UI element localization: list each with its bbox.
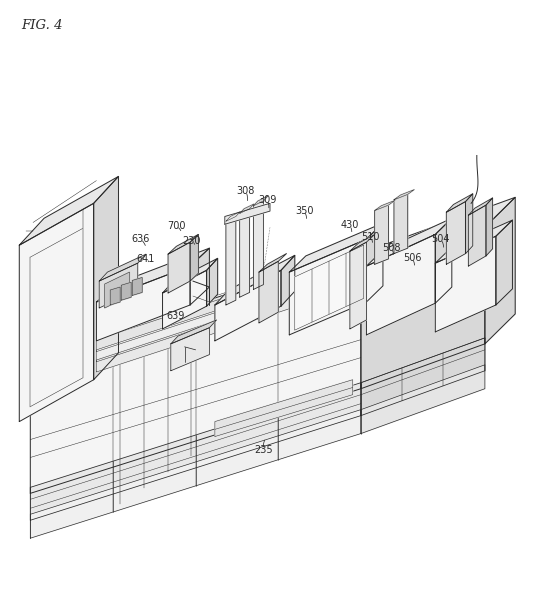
Polygon shape (168, 234, 198, 254)
Polygon shape (99, 254, 146, 281)
Polygon shape (207, 258, 218, 306)
Polygon shape (215, 255, 295, 305)
Polygon shape (190, 234, 198, 281)
Polygon shape (253, 201, 263, 289)
Polygon shape (289, 239, 366, 335)
Polygon shape (375, 200, 395, 210)
Polygon shape (259, 261, 278, 323)
Polygon shape (366, 223, 383, 302)
Polygon shape (253, 196, 268, 206)
Polygon shape (361, 365, 485, 434)
Polygon shape (163, 270, 207, 329)
Polygon shape (435, 220, 512, 263)
Polygon shape (171, 320, 217, 344)
Polygon shape (446, 194, 473, 212)
Polygon shape (361, 338, 485, 416)
Polygon shape (226, 212, 240, 221)
Polygon shape (366, 218, 452, 266)
Polygon shape (361, 227, 485, 389)
Polygon shape (466, 194, 473, 254)
Text: 510: 510 (361, 232, 380, 242)
Polygon shape (171, 328, 209, 371)
Polygon shape (361, 197, 515, 272)
Text: 700: 700 (167, 221, 186, 231)
Polygon shape (30, 242, 391, 377)
Polygon shape (96, 253, 361, 352)
Polygon shape (435, 218, 452, 303)
Polygon shape (94, 176, 118, 380)
Text: 309: 309 (258, 196, 277, 205)
Polygon shape (468, 198, 493, 215)
Text: 350: 350 (295, 206, 314, 216)
Text: 230: 230 (182, 236, 201, 246)
Polygon shape (110, 287, 120, 305)
Polygon shape (132, 277, 142, 295)
Polygon shape (468, 205, 486, 266)
Polygon shape (163, 258, 218, 293)
Polygon shape (375, 205, 388, 264)
Polygon shape (168, 242, 190, 293)
Polygon shape (105, 272, 129, 308)
Polygon shape (96, 266, 190, 341)
Polygon shape (281, 255, 295, 306)
Polygon shape (96, 273, 361, 372)
Polygon shape (121, 282, 131, 300)
Polygon shape (394, 194, 408, 254)
Polygon shape (366, 234, 435, 335)
Polygon shape (259, 254, 287, 272)
Polygon shape (240, 204, 254, 213)
Polygon shape (289, 223, 383, 272)
Polygon shape (240, 209, 250, 297)
Polygon shape (350, 242, 366, 329)
Polygon shape (486, 198, 493, 256)
Polygon shape (30, 272, 361, 493)
Polygon shape (215, 380, 353, 437)
Polygon shape (96, 248, 209, 302)
Polygon shape (446, 202, 466, 264)
Polygon shape (190, 248, 209, 305)
Text: 641: 641 (137, 254, 155, 264)
Polygon shape (30, 383, 361, 520)
Polygon shape (19, 203, 94, 422)
Polygon shape (226, 216, 236, 305)
Polygon shape (19, 176, 118, 245)
Polygon shape (96, 263, 361, 362)
Text: 430: 430 (341, 221, 359, 230)
Text: 506: 506 (403, 254, 422, 263)
Text: 504: 504 (431, 234, 450, 244)
Text: FIG. 4: FIG. 4 (21, 19, 62, 32)
Text: 508: 508 (382, 243, 401, 253)
Text: 639: 639 (166, 311, 185, 321)
Text: 308: 308 (236, 187, 255, 196)
Polygon shape (225, 203, 270, 224)
Polygon shape (215, 270, 281, 341)
Polygon shape (435, 236, 496, 332)
Text: 235: 235 (254, 445, 273, 454)
Polygon shape (485, 197, 515, 344)
Polygon shape (350, 234, 375, 251)
Polygon shape (99, 263, 138, 308)
Polygon shape (496, 220, 512, 305)
Polygon shape (30, 410, 361, 538)
Polygon shape (295, 245, 364, 330)
Polygon shape (394, 190, 414, 200)
Text: 636: 636 (131, 234, 150, 244)
